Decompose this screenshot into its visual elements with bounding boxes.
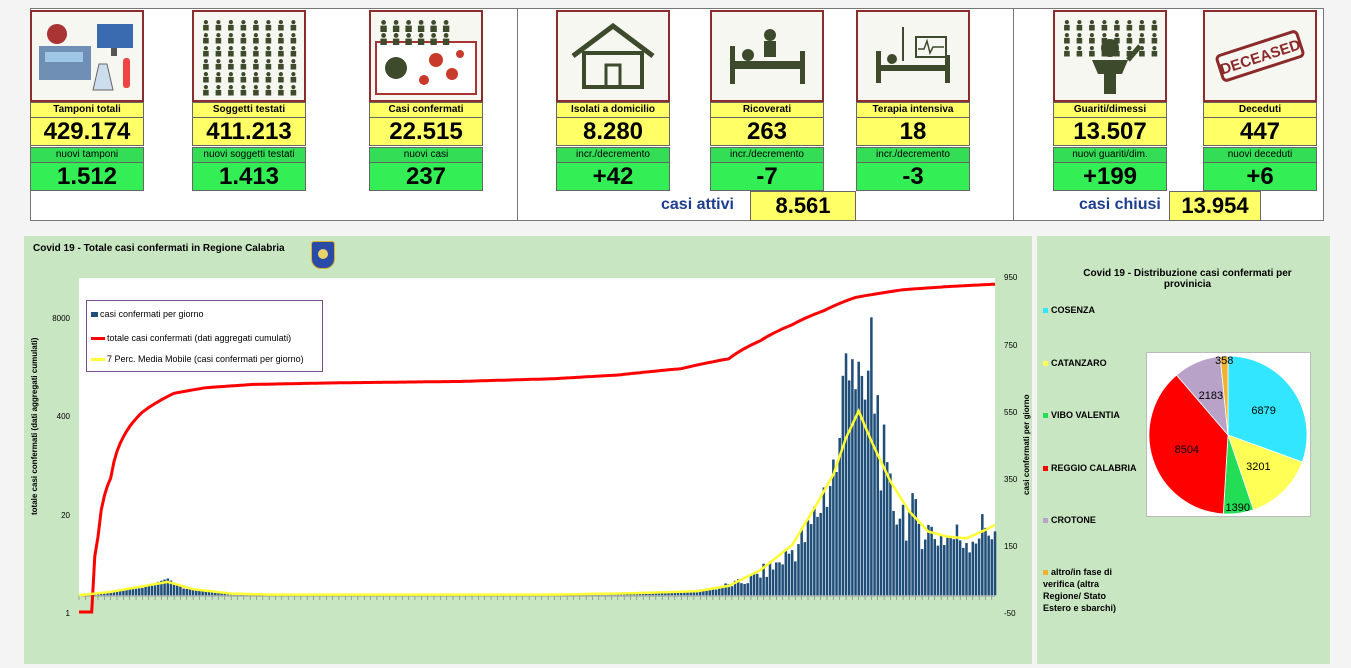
pie-legend-item: REGGIO CALABRIA — [1043, 463, 1137, 473]
kpi-card-deceduti: DECEASED Deceduti 447 nuovi deceduti +6 — [1203, 10, 1317, 191]
hospital-bed-icon — [710, 10, 824, 102]
y-tick-label: 8000 — [52, 314, 70, 323]
legend-swatch — [91, 336, 105, 340]
legend-swatch — [1043, 413, 1048, 419]
kpi-card-guariti: Guariti/dimessi 13.507 nuovi guariti/dim… — [1053, 10, 1167, 191]
y-tick-label: 1 — [65, 609, 70, 618]
kpi-delta-label: nuovi tamponi — [30, 147, 144, 163]
kpi-card-tamponi: Tamponi totali 429.174 nuovi tamponi 1.5… — [30, 10, 144, 191]
y2-tick-label: 350 — [1004, 475, 1018, 484]
legend-swatch — [1043, 308, 1048, 314]
kpi-label: Casi confermati — [369, 102, 483, 118]
kpi-label: Guariti/dimessi — [1053, 102, 1167, 118]
kpi-value: 263 — [710, 118, 824, 146]
kpi-delta-label: incr./decremento — [856, 147, 970, 163]
kpi-delta-value: +199 — [1053, 163, 1167, 191]
legend-label: casi confermati per giorno — [100, 309, 204, 319]
kpi-label: Ricoverati — [710, 102, 824, 118]
legend-label: totale casi confermati (dati aggregati c… — [107, 333, 292, 343]
y2-tick-label: 550 — [1004, 408, 1018, 417]
pie-legend-label: COSENZA — [1051, 305, 1096, 315]
kpi-card-confermati: Casi confermati 22.515 nuovi casi 237 — [369, 10, 483, 191]
kpi-label: Isolati a domicilio — [556, 102, 670, 118]
pie-legend-label: altro/in fase di verifica (altra Regione… — [1043, 567, 1117, 613]
house-icon — [556, 10, 670, 102]
kpi-delta-value: 1.413 — [192, 163, 306, 191]
kpi-delta-label: incr./decremento — [710, 147, 824, 163]
y-tick-label: 400 — [56, 412, 70, 421]
kpi-delta-label: nuovi soggetti testati — [192, 147, 306, 163]
kpi-delta-label: incr./decremento — [556, 147, 670, 163]
kpi-value: 447 — [1203, 118, 1317, 146]
kpi-divider — [517, 8, 518, 221]
region-emblem-icon — [311, 241, 335, 269]
kpi-card-isolati: Isolati a domicilio 8.280 incr./decremen… — [556, 10, 670, 191]
pie-legend-item: CROTONE — [1043, 515, 1096, 525]
kpi-divider — [1013, 8, 1014, 221]
lab-equipment-icon — [30, 10, 144, 102]
active-cases-value: 8.561 — [750, 191, 856, 221]
kpi-delta-value: +6 — [1203, 163, 1317, 191]
legend-swatch — [1043, 466, 1048, 472]
kpi-label: Deceduti — [1203, 102, 1317, 118]
pie-frame — [1146, 352, 1311, 517]
legend-item: 7 Perc. Media Mobile (casi confermati pe… — [91, 354, 304, 364]
y2-tick-label: 750 — [1004, 341, 1018, 350]
pie-legend-label: CATANZARO — [1051, 358, 1107, 368]
recovered-person-icon — [1053, 10, 1167, 102]
kpi-value: 18 — [856, 118, 970, 146]
legend-item: casi confermati per giorno — [91, 309, 204, 319]
kpi-delta-value: -7 — [710, 163, 824, 191]
pie-legend-item: CATANZARO — [1043, 358, 1107, 368]
kpi-card-soggetti: Soggetti testati 411.213 nuovi soggetti … — [192, 10, 306, 191]
pie-legend-item: COSENZA — [1043, 305, 1095, 315]
legend-label: 7 Perc. Media Mobile (casi confermati pe… — [107, 354, 304, 364]
kpi-value: 13.507 — [1053, 118, 1167, 146]
pie-chart-title: Covid 19 - Distribuzione casi confermati… — [1083, 268, 1292, 290]
pie-legend-label: VIBO VALENTIA — [1051, 410, 1120, 420]
kpi-label: Terapia intensiva — [856, 102, 970, 118]
icu-monitor-icon — [856, 10, 970, 102]
kpi-value: 429.174 — [30, 118, 144, 146]
legend-swatch — [1043, 570, 1048, 576]
pie-legend-label: REGGIO CALABRIA — [1051, 463, 1137, 473]
y2-tick-label: -50 — [1004, 609, 1016, 618]
kpi-delta-value: -3 — [856, 163, 970, 191]
people-grid-icon — [192, 10, 306, 102]
kpi-value: 22.515 — [369, 118, 483, 146]
kpi-label: Tamponi totali — [30, 102, 144, 118]
deceased-stamp-icon: DECEASED — [1203, 10, 1317, 102]
kpi-delta-label: nuovi deceduti — [1203, 147, 1317, 163]
trend-chart-title: Covid 19 - Totale casi confermati in Reg… — [33, 243, 285, 254]
kpi-delta-label: nuovi guariti/dim. — [1053, 147, 1167, 163]
virus-contagion-icon — [369, 10, 483, 102]
kpi-delta-value: +42 — [556, 163, 670, 191]
legend-swatch — [91, 311, 98, 317]
legend-item: totale casi confermati (dati aggregati c… — [91, 333, 291, 343]
kpi-card-ricoverati: Ricoverati 263 incr./decremento -7 — [710, 10, 824, 191]
closed-cases-label: casi chiusi — [1079, 196, 1161, 213]
y2-axis-title: casi confermati per giorno — [1022, 394, 1031, 495]
pie-legend-item: altro/in fase di verifica (altra Regione… — [1043, 566, 1123, 614]
kpi-delta-value: 1.512 — [30, 163, 144, 191]
chart-legend: casi confermati per giorno totale casi c… — [86, 300, 323, 372]
pie-legend-label: CROTONE — [1051, 515, 1096, 525]
legend-swatch — [1043, 361, 1048, 367]
closed-cases-value: 13.954 — [1169, 191, 1261, 221]
kpi-card-terapia: Terapia intensiva 18 incr./decremento -3 — [856, 10, 970, 191]
pie-legend-item: VIBO VALENTIA — [1043, 410, 1120, 420]
kpi-delta-label: nuovi casi — [369, 147, 483, 163]
legend-swatch — [1043, 518, 1048, 524]
kpi-value: 411.213 — [192, 118, 306, 146]
y-axis-title: totale casi confermati (dati aggregati c… — [30, 337, 39, 515]
kpi-value: 8.280 — [556, 118, 670, 146]
kpi-delta-value: 237 — [369, 163, 483, 191]
kpi-label: Soggetti testati — [192, 102, 306, 118]
y2-tick-label: 150 — [1004, 542, 1018, 551]
legend-swatch — [91, 357, 105, 361]
active-cases-label: casi attivi — [661, 196, 734, 213]
y-tick-label: 20 — [61, 511, 70, 520]
y2-tick-label: 950 — [1004, 273, 1018, 282]
